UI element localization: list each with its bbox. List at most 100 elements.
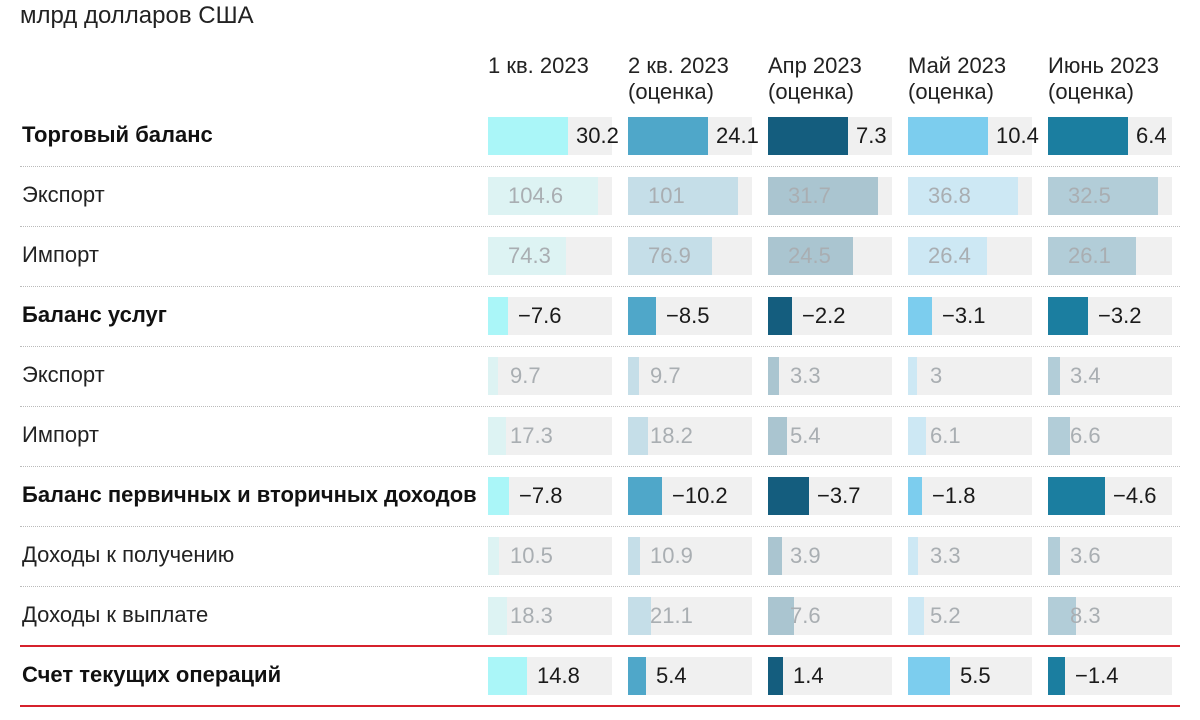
table-cell: 5.4: [768, 417, 892, 455]
cell-value: 74.3: [508, 243, 551, 268]
cell-value: 17.3: [510, 423, 553, 448]
value-bar: [628, 297, 656, 335]
value-bar: [768, 117, 848, 155]
table-cell: 14.8: [488, 657, 612, 695]
cell-value: 9.7: [510, 363, 541, 388]
table-cell: −7.8: [488, 477, 612, 515]
cell-value: 6.4: [1136, 123, 1167, 148]
table-cell: −8.5: [628, 297, 752, 335]
table-cell: 24.5: [768, 237, 892, 275]
cell-value: 31.7: [788, 183, 831, 208]
value-bar: [768, 657, 783, 695]
cell-value: 14.8: [537, 663, 580, 688]
column-header: 2 кв. 2023 (оценка): [628, 53, 729, 105]
column-header-line1: Апр 2023: [768, 53, 862, 78]
total-divider: [20, 705, 1180, 707]
row-separator: [20, 226, 1180, 227]
table-cell: −1.8: [908, 477, 1032, 515]
table-row: Доходы к получению 10.5 10.9 3.9 3.3 3.6: [0, 526, 1200, 586]
table-cell: 32.5: [1048, 177, 1172, 215]
table-cell: 26.4: [908, 237, 1032, 275]
row-label: Доходы к получению: [22, 542, 235, 567]
cell-value: 76.9: [648, 243, 691, 268]
row-label: Экспорт: [22, 362, 105, 387]
cell-value: 5.2: [930, 603, 961, 628]
table-cell: 18.3: [488, 597, 612, 635]
column-header-line1: 1 кв. 2023: [488, 53, 589, 78]
cell-value: 36.8: [928, 183, 971, 208]
table-row: Импорт 74.3 76.9 24.5 26.4 26.1: [0, 226, 1200, 286]
table-cell: 5.2: [908, 597, 1032, 635]
value-bar: [1048, 357, 1060, 395]
value-bar: [1048, 657, 1065, 695]
value-bar: [908, 657, 950, 695]
cell-value: 3: [930, 363, 943, 388]
cell-value: 24.5: [788, 243, 831, 268]
value-bar: [908, 177, 1018, 215]
value-bar: [768, 357, 779, 395]
table-row: Баланс услуг −7.6 −8.5 −2.2 −3.1 −3.2: [0, 286, 1200, 346]
table-cell: 10.9: [628, 537, 752, 575]
table-cell: 7.3: [768, 117, 892, 155]
table-cell: 3.4: [1048, 357, 1172, 395]
value-bar: [908, 597, 924, 635]
cell-value: −7.8: [519, 483, 563, 508]
cell-value: 10.4: [996, 123, 1039, 148]
row-label: Экспорт: [22, 182, 105, 207]
table-row: Экспорт 104.6 101 31.7 36.8 32.5: [0, 166, 1200, 226]
table-cell: 21.1: [628, 597, 752, 635]
column-header-line1: 2 кв. 2023: [628, 53, 729, 78]
value-bar: [908, 357, 917, 395]
table-cell: −4.6: [1048, 477, 1172, 515]
column-header: Май 2023 (оценка): [908, 53, 1006, 105]
table-cell: 104.6: [488, 177, 612, 215]
cell-value: 24.1: [716, 123, 759, 148]
value-bar: [1048, 417, 1070, 455]
cell-value: 26.4: [928, 243, 971, 268]
value-bar: [488, 477, 509, 515]
cell-value: 7.6: [790, 603, 821, 628]
table-cell: 5.4: [628, 657, 752, 695]
cell-value: 3.4: [1070, 363, 1101, 388]
row-label: Баланс услуг: [22, 302, 167, 327]
cell-value: 8.3: [1070, 603, 1101, 628]
cell-value: −2.2: [802, 303, 846, 328]
value-bar: [628, 117, 708, 155]
cell-value: 6.1: [930, 423, 961, 448]
table-cell: 9.7: [628, 357, 752, 395]
column-header-line2: (оценка): [628, 79, 714, 104]
table-cell: 3.3: [768, 357, 892, 395]
chart-subtitle: млрд долларов США: [20, 2, 254, 29]
table-cell: 3: [908, 357, 1032, 395]
value-bar: [488, 657, 527, 695]
cell-value: −4.6: [1113, 483, 1157, 508]
value-bar: [488, 177, 598, 215]
column-header: 1 кв. 2023: [488, 53, 589, 79]
column-header-line1: Май 2023: [908, 53, 1007, 78]
cell-value: −3.7: [817, 483, 861, 508]
table-cell: 3.6: [1048, 537, 1172, 575]
row-separator: [20, 586, 1180, 587]
table-cell: 76.9: [628, 237, 752, 275]
cell-value: 5.4: [656, 663, 687, 688]
value-bar: [628, 657, 646, 695]
value-bar: [628, 477, 662, 515]
value-bar: [768, 417, 787, 455]
cell-value: 21.1: [650, 603, 693, 628]
table-cell: 8.3: [1048, 597, 1172, 635]
column-header-line2: (оценка): [1048, 79, 1134, 104]
value-bar: [488, 117, 568, 155]
cell-value: 3.3: [930, 543, 961, 568]
table-cell: 6.6: [1048, 417, 1172, 455]
cell-value: 18.2: [650, 423, 693, 448]
row-label: Счет текущих операций: [22, 662, 282, 687]
row-separator: [20, 406, 1180, 407]
row-separator: [20, 526, 1180, 527]
column-header-line1: Июнь 2023: [1048, 53, 1159, 78]
row-separator: [20, 166, 1180, 167]
table-cell: 36.8: [908, 177, 1032, 215]
table-cell: 18.2: [628, 417, 752, 455]
value-bar: [908, 117, 988, 155]
table-cell: −10.2: [628, 477, 752, 515]
cell-value: 10.5: [510, 543, 553, 568]
